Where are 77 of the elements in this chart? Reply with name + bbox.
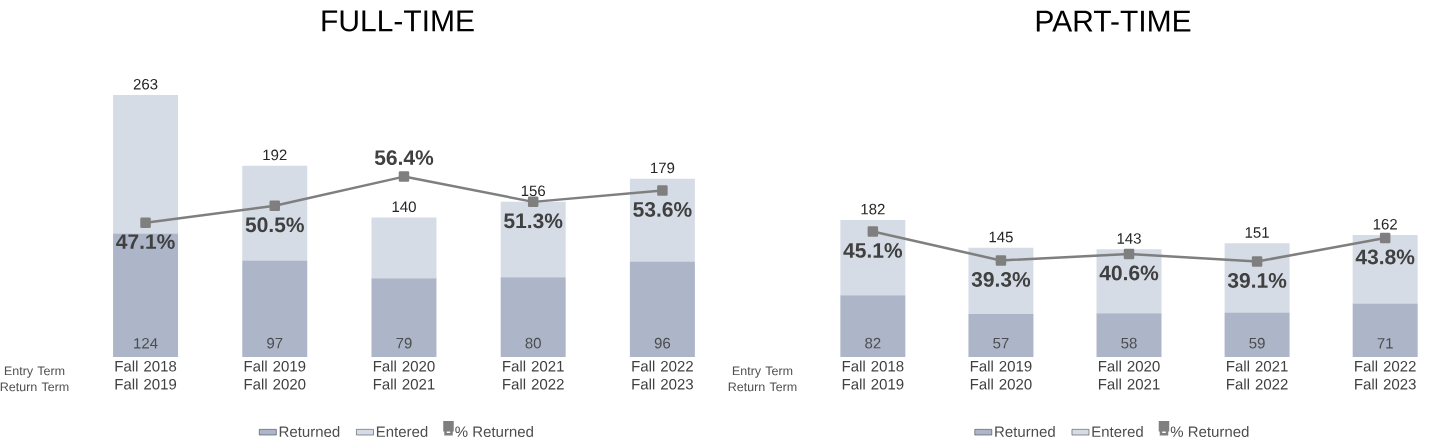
total-label: 263 — [133, 78, 158, 90]
x-tick-label: Fall 2021 Fall 2022 — [503, 360, 564, 390]
chart-title: FULL-TIME — [322, 10, 474, 32]
x-tick-label: Fall 2020 Fall 2021 — [373, 360, 435, 390]
data-label: 97 — [267, 337, 283, 349]
data-label: 124 — [134, 337, 158, 349]
point — [1251, 256, 1263, 267]
bar — [500, 201, 566, 278]
bar — [113, 233, 179, 357]
bar — [840, 220, 906, 296]
data-label: 96 — [654, 337, 671, 349]
data-label: 39.1% — [1227, 273, 1287, 288]
data-label: 57 — [993, 337, 1009, 349]
bar — [371, 217, 437, 279]
bar — [242, 165, 308, 261]
bar — [1096, 313, 1162, 357]
total-label: 192 — [263, 149, 287, 161]
bar — [1224, 312, 1290, 357]
x-tick-label: Fall 2018 Fall 2019 — [842, 360, 904, 390]
total-label: 156 — [521, 185, 546, 197]
point — [527, 196, 539, 208]
legend-label: % Returned — [455, 426, 533, 438]
legend-label: Entered — [376, 426, 428, 438]
total-label: 143 — [1117, 233, 1141, 244]
x-tick-label: Fall 2021 Fall 2022 — [1227, 360, 1288, 390]
point — [1123, 248, 1135, 260]
point — [867, 226, 879, 237]
data-label: 71 — [1377, 338, 1393, 349]
point — [1379, 232, 1391, 244]
point — [140, 217, 151, 228]
data-label: 50.5% — [245, 217, 304, 233]
legend-label: % Returned — [1170, 426, 1249, 438]
x-tick-label: Fall 2022 Fall 2023 — [632, 360, 693, 390]
data-label: 45.1% — [843, 243, 903, 258]
x-tick-label: Fall 2019 Fall 2020 — [244, 360, 306, 390]
bar — [1224, 243, 1290, 313]
data-label: 43.8% — [1355, 249, 1415, 265]
legend-label: Returned — [995, 426, 1055, 438]
data-label: 40.6% — [1099, 265, 1159, 281]
point — [269, 200, 281, 212]
point — [657, 185, 668, 196]
total-label: 151 — [1245, 227, 1269, 238]
data-label: 51.3% — [504, 213, 563, 229]
data-label: 56.4% — [374, 150, 434, 166]
total-label: 140 — [392, 201, 416, 213]
bar — [629, 261, 695, 357]
x-tick-label: Fall 2019 Fall 2020 — [970, 360, 1032, 390]
total-label: 179 — [651, 162, 675, 174]
data-label: 79 — [396, 337, 412, 349]
data-label: 82 — [865, 337, 881, 349]
bar — [968, 314, 1034, 357]
legend-label: Entered — [1092, 426, 1143, 438]
data-label: 59 — [1249, 337, 1265, 349]
data-label: 39.3% — [971, 272, 1031, 287]
total-label: 182 — [861, 203, 885, 215]
bar — [371, 278, 437, 357]
bar — [629, 178, 695, 262]
data-label: 58 — [1121, 337, 1137, 349]
data-label: 47.1% — [116, 234, 175, 249]
x-tick-label: Fall 2020 Fall 2021 — [1098, 360, 1160, 390]
chart-title: PART-TIME — [1036, 10, 1191, 32]
x-tick-label: Fall 2018 Fall 2019 — [115, 360, 177, 390]
bar — [1352, 303, 1418, 357]
total-label: 145 — [989, 231, 1013, 243]
total-label: 162 — [1373, 218, 1397, 230]
bar — [500, 277, 566, 357]
point — [995, 255, 1007, 266]
legend-label: Returned — [279, 426, 340, 438]
bar — [242, 260, 308, 357]
text: Entry Term Return Term — [728, 366, 797, 392]
data-label: 53.6% — [633, 202, 692, 217]
data-label: 80 — [525, 337, 541, 349]
x-tick-label: Fall 2022 Fall 2023 — [1355, 360, 1416, 390]
point — [398, 171, 410, 182]
bar — [840, 295, 906, 357]
text: Entry Term Return Term — [0, 366, 69, 392]
bar — [113, 95, 179, 234]
